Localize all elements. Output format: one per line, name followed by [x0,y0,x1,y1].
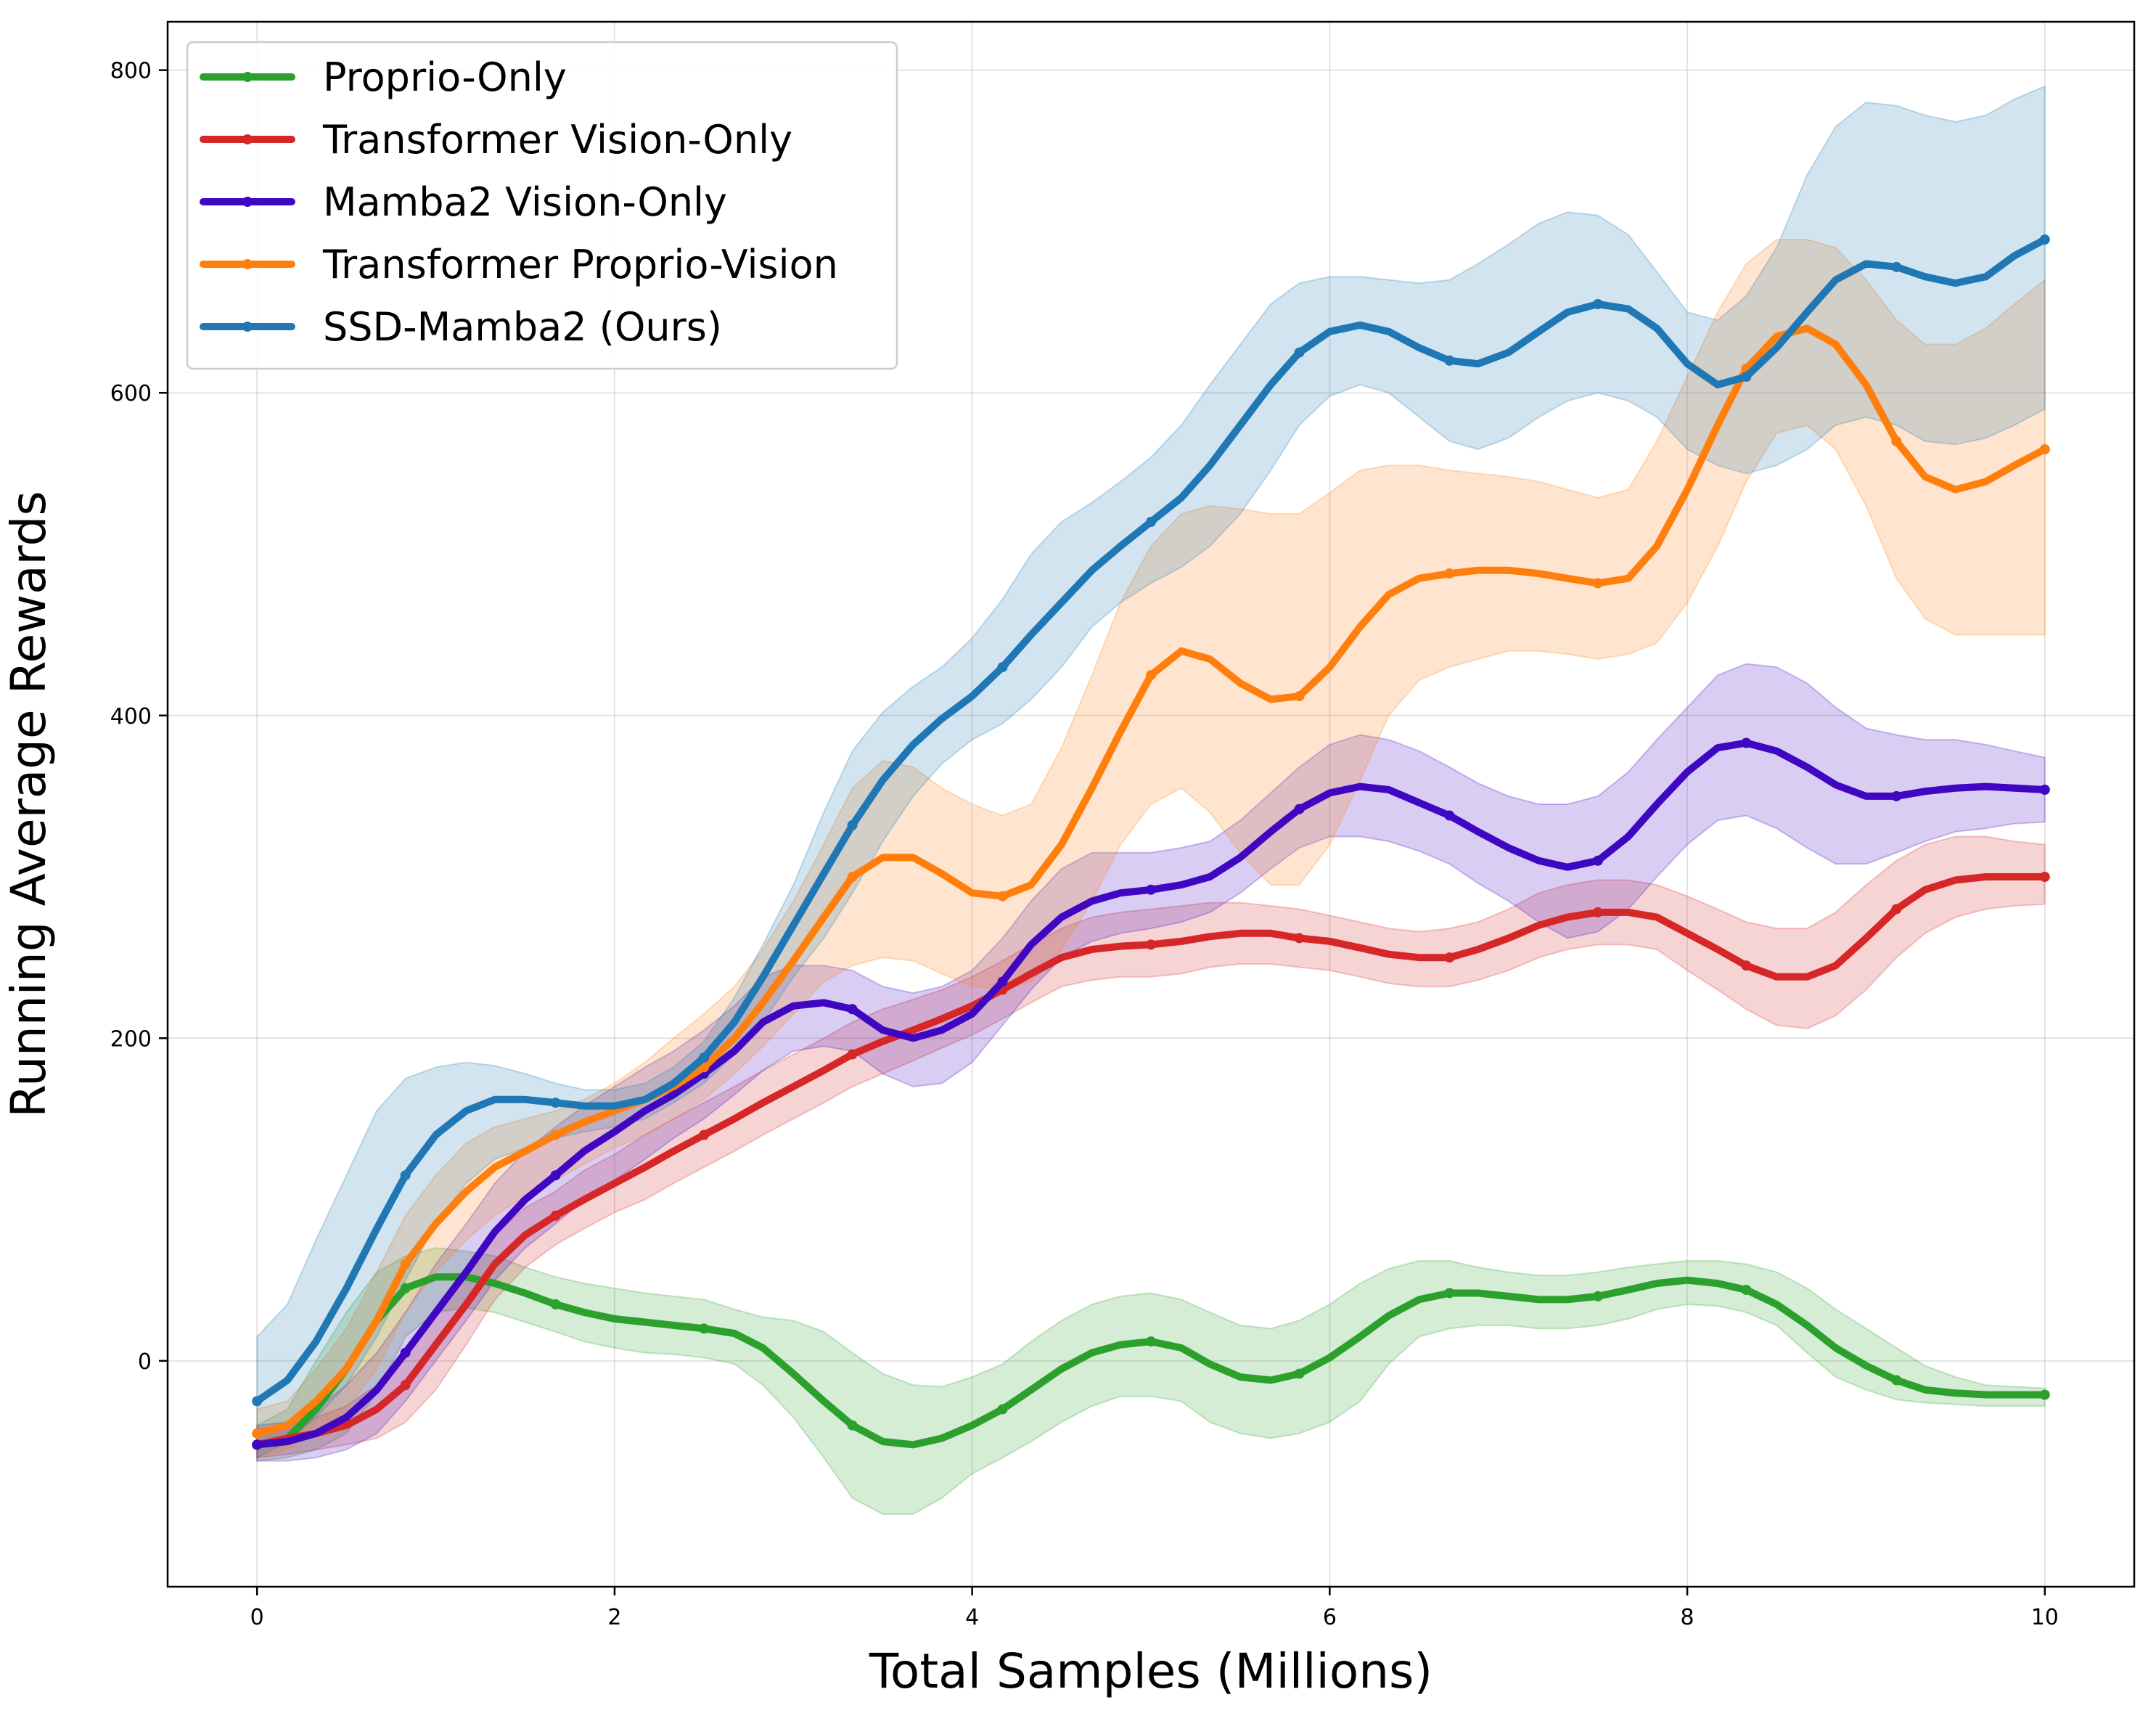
marker-transformer-proprio-vision [1444,568,1455,579]
marker-transformer-proprio-vision [400,1259,411,1270]
legend-label-proprio-only: Proprio-Only [323,54,567,100]
marker-transformer-proprio-vision [1891,436,1902,446]
legend-label-transformer-vision-only: Transformer Vision-Only [322,117,792,163]
marker-proprio-only [400,1283,411,1293]
marker-ssd-mamba2-ours [252,1396,263,1407]
y-tick-label: 200 [110,1026,152,1052]
marker-transformer-vision-only [400,1380,411,1391]
marker-transformer-vision-only [2039,872,2050,883]
x-tick-label: 10 [2031,1605,2059,1630]
marker-mamba2-vision-only [997,976,1008,987]
marker-ssd-mamba2-ours [847,819,858,830]
marker-transformer-proprio-vision [550,1129,561,1140]
marker-proprio-only [1741,1285,1752,1296]
marker-mamba2-vision-only [1741,737,1752,748]
marker-ssd-mamba2-ours [400,1170,411,1181]
marker-ssd-mamba2-ours [1891,261,1902,272]
marker-proprio-only [1592,1291,1603,1301]
marker-ssd-mamba2-ours [550,1097,561,1108]
legend-marker-proprio-only [242,72,253,82]
legend-label-ssd-mamba2-ours: SSD-Mamba2 (Ours) [323,304,722,350]
legend-marker-ssd-mamba2-ours [242,322,253,332]
x-tick-label: 6 [1323,1605,1337,1630]
marker-transformer-vision-only [1294,933,1305,944]
marker-mamba2-vision-only [1146,884,1156,895]
marker-transformer-proprio-vision [1294,691,1305,702]
y-tick-label: 0 [138,1349,152,1375]
marker-ssd-mamba2-ours [1294,347,1305,358]
marker-transformer-vision-only [847,1049,858,1060]
marker-transformer-proprio-vision [699,1062,710,1073]
y-tick-label: 400 [110,704,152,729]
marker-transformer-proprio-vision [1146,670,1156,681]
marker-mamba2-vision-only [1294,804,1305,814]
x-tick-label: 0 [250,1605,264,1630]
band-transformer-proprio-vision [256,239,2046,1459]
marker-ssd-mamba2-ours [1146,517,1156,528]
marker-proprio-only [997,1404,1008,1415]
marker-mamba2-vision-only [400,1347,411,1358]
axis-ticks: 0 2 4 6 8 10 0 200 400 600 800 [110,59,2059,1630]
band-proprio-only [256,1247,2046,1515]
marker-mamba2-vision-only [1592,855,1603,866]
legend-marker-transformer-proprio-vision [242,259,253,269]
marker-proprio-only [1146,1336,1156,1347]
marker-transformer-proprio-vision [1592,578,1603,589]
marker-transformer-proprio-vision [847,872,858,883]
marker-transformer-vision-only [1741,960,1752,971]
marker-mamba2-vision-only [1891,790,1902,801]
marker-mamba2-vision-only [2039,784,2050,795]
marker-proprio-only [699,1323,710,1334]
marker-ssd-mamba2-ours [997,662,1008,673]
marker-mamba2-vision-only [550,1170,561,1181]
legend-marker-mamba2-vision-only [242,197,253,207]
legend-label-transformer-proprio-vision: Transformer Proprio-Vision [322,242,838,287]
marker-ssd-mamba2-ours [699,1052,710,1063]
x-tick-label: 4 [965,1605,979,1630]
marker-proprio-only [1294,1368,1305,1379]
marker-transformer-proprio-vision [2039,444,2050,455]
legend-label-mamba2-vision-only: Mamba2 Vision-Only [323,179,727,225]
marker-transformer-proprio-vision [997,891,1008,902]
marker-proprio-only [550,1299,561,1310]
marker-ssd-mamba2-ours [1592,298,1603,309]
x-tick-label: 2 [607,1605,621,1630]
legend: Proprio-Only Transformer Vision-Only Mamba… [186,41,898,370]
marker-proprio-only [1891,1375,1902,1386]
y-tick-label: 800 [110,59,152,84]
legend-box [186,41,898,370]
grid [168,22,2134,1587]
y-tick-label: 600 [110,381,152,406]
y-axis-title: Running Average Rewards [1,491,57,1118]
legend-marker-transformer-vision-only [242,134,253,144]
marker-mamba2-vision-only [1444,810,1455,821]
marker-ssd-mamba2-ours [1444,355,1455,366]
marker-mamba2-vision-only [847,1004,858,1015]
x-axis-title: Total Samples (Millions) [869,1643,1432,1699]
marker-transformer-vision-only [550,1210,561,1221]
marker-proprio-only [2039,1389,2050,1400]
series-lines [252,234,2050,1450]
marker-transformer-vision-only [1592,907,1603,917]
marker-mamba2-vision-only [252,1439,263,1450]
plot-frame [166,20,2136,1588]
band-ssd-mamba2-ours [256,85,2046,1459]
marker-transformer-vision-only [1146,939,1156,950]
marker-transformer-vision-only [1444,952,1455,963]
marker-transformer-proprio-vision [252,1428,263,1439]
marker-transformer-vision-only [699,1129,710,1140]
marker-ssd-mamba2-ours [1741,371,1752,382]
marker-transformer-vision-only [1891,904,1902,915]
marker-proprio-only [847,1420,858,1431]
marker-ssd-mamba2-ours [2039,234,2050,245]
marker-proprio-only [1444,1288,1455,1299]
x-tick-label: 8 [1681,1605,1694,1630]
